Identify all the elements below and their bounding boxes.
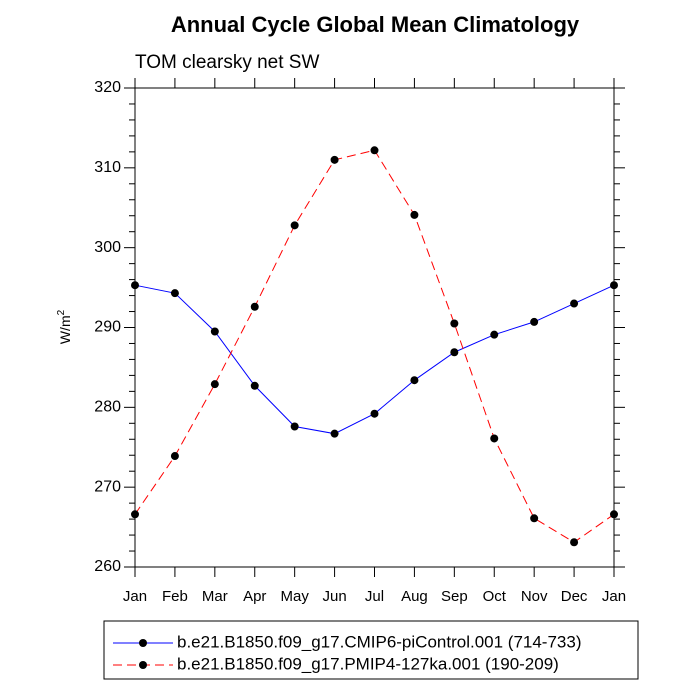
series-1-point [370,409,379,418]
y-axis-label-superscript: 2 [56,309,67,315]
series-2-point [330,155,339,164]
chart-title: Annual Cycle Global Mean Climatology [171,12,580,37]
y-tick-label: 320 [94,79,121,96]
legend: b.e21.B1850.f09_g17.CMIP6-piControl.001 … [103,620,639,680]
series-1-point [530,317,539,326]
y-tick-label: 270 [94,478,121,495]
y-tick-label: 280 [94,399,121,416]
series-1-point [570,299,579,308]
series-2-point [210,380,219,389]
series-1-point [330,429,339,438]
series-2-point [170,452,179,461]
series-2-point [131,510,139,519]
series-1-point [490,330,499,339]
y-tick-label: 290 [94,319,121,336]
series-2-point [370,146,379,155]
x-tick-label: Feb [162,588,188,605]
series-1-point [290,422,299,431]
x-tick-label: Mar [202,588,228,605]
x-tick-label: Aug [401,588,428,605]
legend-entry-2-marker [139,661,147,669]
plot-frame [134,87,615,568]
series-1-point [250,381,259,390]
series-2-point [290,221,299,230]
series-2-point [570,538,579,547]
series-1-point [170,289,179,298]
x-tick-label: Jun [322,588,346,605]
legend-entry-1-label: b.e21.B1850.f09_g17.CMIP6-piControl.001 … [177,632,582,651]
series-2-point [250,302,259,311]
plot-area: 260 270 280 290 300 310 320 Jan Feb Mar Apr May Jun J… [94,78,626,605]
chart-subtitle: TOM clearsky net SW [135,52,319,73]
y-axis-label: W/m2 [56,309,73,344]
x-tick-label: Nov [521,588,548,605]
y-axis-label-text: W/m [57,315,73,344]
series-1-point [410,376,419,385]
y-tick-label: 260 [94,558,121,575]
x-tick-label: Oct [483,588,507,605]
x-tick-label: Dec [561,588,588,605]
x-tick-label: Jan [123,588,147,605]
series-1-point [610,281,618,290]
series-2-point [610,510,618,519]
x-tick-label: Apr [243,588,266,605]
x-tick-label: Sep [441,588,468,605]
legend-box [103,620,639,680]
series-2-point [450,319,459,328]
y-tick-label: 310 [94,159,121,176]
legend-entry-2-label: b.e21.B1850.f09_g17.PMIP4-127ka.001 (190… [177,654,559,673]
x-tick-label: Jan [602,588,626,605]
y-tick-label: 300 [94,239,121,256]
series-2-point [490,434,499,443]
series-line-2 [134,149,615,543]
series-1-point [450,348,459,357]
series-2-point [410,210,419,219]
series-1-point [210,327,219,336]
x-tick-label: May [280,588,309,605]
series-1-point [131,281,139,290]
legend-entry-1-marker [139,639,147,647]
series-2-point [530,514,539,523]
x-tick-label: Jul [365,588,384,605]
